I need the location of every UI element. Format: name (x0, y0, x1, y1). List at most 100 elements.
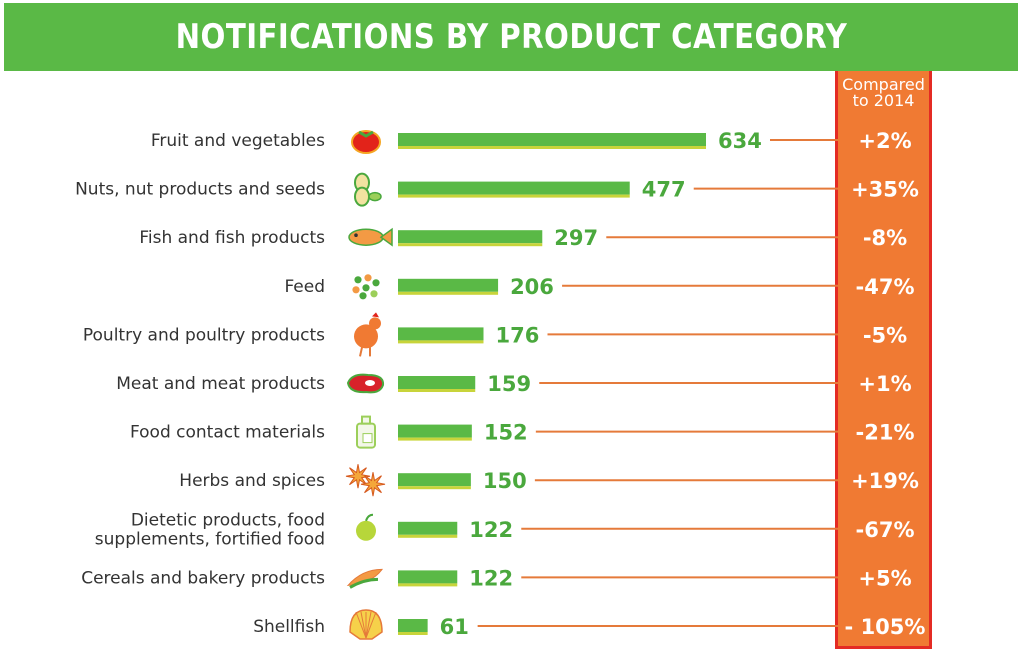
bottle-icon (356, 415, 376, 449)
value-label: 150 (483, 469, 527, 493)
corn-icon-part (349, 577, 379, 589)
change-label: +2% (858, 129, 911, 153)
value-label: 122 (469, 566, 513, 590)
category-label: Herbs and spices (179, 471, 325, 491)
chart-row: Meat and meat products 159 +1% (116, 372, 911, 396)
fish-icon-part (348, 228, 384, 246)
feed-pellets-icon-part (364, 274, 372, 282)
bar-underline (398, 389, 476, 392)
chart-row: Feed 206 -47% (284, 274, 915, 300)
category-label: Poultry and poultry products (83, 325, 325, 345)
chart-row: Nuts, nut products and seeds 477 +35% (75, 172, 919, 207)
bottle-icon-part (361, 415, 371, 425)
chart-row: Food contact materials 152 -21% (130, 415, 915, 449)
category-label: Dietetic products, food (131, 510, 325, 530)
category-label: Fish and fish products (139, 228, 325, 248)
category-label: Fruit and vegetables (151, 131, 325, 151)
feed-pellets-icon-part (352, 286, 360, 294)
chart-row: Herbs and spices 150 +19% (179, 464, 919, 497)
chart-row: Fish and fish products 297 -8% (139, 226, 907, 250)
change-label: -21% (856, 421, 915, 445)
star-anise-icon-part (345, 464, 371, 489)
value-label: 176 (496, 323, 540, 347)
value-label: 122 (469, 518, 513, 542)
bar (398, 376, 476, 389)
chicken-icon-part (372, 312, 379, 318)
apple-icon-part (356, 520, 376, 541)
value-label: 297 (554, 226, 598, 250)
value-label: 634 (718, 129, 762, 153)
change-label: -67% (856, 518, 915, 542)
bar-underline (398, 632, 428, 635)
comparison-header-line-1: Compared (842, 75, 925, 94)
tomato-icon-part (351, 130, 381, 154)
category-label: Meat and meat products (116, 374, 325, 394)
bar (398, 619, 428, 632)
chart-row: Fruit and vegetables 634 +2% (151, 129, 912, 154)
title-bar: NOTIFICATIONS BY PRODUCT CATEGORY (4, 3, 1018, 71)
bar-underline (398, 583, 458, 587)
change-label: -47% (856, 275, 915, 299)
comparison-header-line-2: to 2014 (852, 91, 915, 110)
change-label: -5% (863, 323, 907, 347)
peanut-icon (354, 172, 382, 207)
chicken-icon-part (369, 317, 381, 330)
change-label: +35% (851, 178, 919, 202)
feed-pellets-icon-part (354, 276, 362, 284)
bar-underline (398, 486, 471, 490)
chart-row: Shellfish 61 - 105% (253, 609, 926, 640)
shell-icon-part (365, 611, 377, 639)
bottle-icon-part (362, 433, 373, 444)
bar (398, 181, 630, 195)
feed-pellets-icon-part (372, 279, 380, 287)
chart-row: Poultry and poultry products 176 -5% (83, 312, 907, 357)
category-label: Feed (284, 277, 325, 297)
category-label: Shellfish (253, 617, 325, 637)
change-label: +1% (858, 372, 911, 396)
category-label: Nuts, nut products and seeds (75, 180, 325, 200)
bar (398, 278, 499, 292)
bar-underline (398, 146, 706, 149)
chicken-icon-part (359, 347, 371, 357)
change-label: - 105% (845, 615, 926, 639)
chart-row: Cereals and bakery products 122 +5% (81, 566, 911, 590)
shell-icon-part (355, 611, 367, 639)
peanut-icon-part (368, 191, 382, 202)
chicken-icon (354, 312, 381, 357)
comparison-column: Compared to 2014 (835, 71, 932, 649)
value-label: 152 (484, 421, 528, 445)
bar-underline (398, 437, 472, 441)
bar-underline (398, 291, 499, 295)
change-label: +5% (858, 566, 911, 590)
category-label: supplements, fortified food (95, 529, 325, 549)
steak-icon-part (365, 380, 375, 386)
steak-icon (346, 373, 385, 394)
star-anise-icon (345, 464, 386, 497)
chicken-icon-part (354, 324, 378, 349)
tomato-icon (351, 130, 381, 154)
corn-icon-part (346, 568, 383, 587)
bar (398, 570, 458, 584)
feed-pellets-icon-part (362, 284, 370, 292)
comparison-header: Compared to 2014 (838, 77, 929, 109)
feed-pellets-icon (352, 274, 380, 300)
star-anise-icon-part (360, 472, 386, 497)
fish-icon-part (379, 227, 393, 247)
category-label: Cereals and bakery products (81, 568, 325, 588)
shell-icon (349, 609, 383, 640)
bar-underline (398, 340, 484, 344)
category-label: Food contact materials (130, 423, 325, 443)
bar-underline (398, 194, 630, 198)
bar (398, 327, 484, 341)
bar-underline (398, 243, 543, 247)
value-label: 477 (642, 178, 686, 202)
fish-icon-part (354, 233, 358, 237)
value-label: 206 (510, 275, 554, 299)
peanut-icon-part (354, 186, 370, 207)
shell-icon-part (365, 611, 372, 639)
change-label: -8% (863, 226, 907, 250)
apple-icon (356, 513, 376, 541)
shell-icon-part (360, 611, 367, 639)
